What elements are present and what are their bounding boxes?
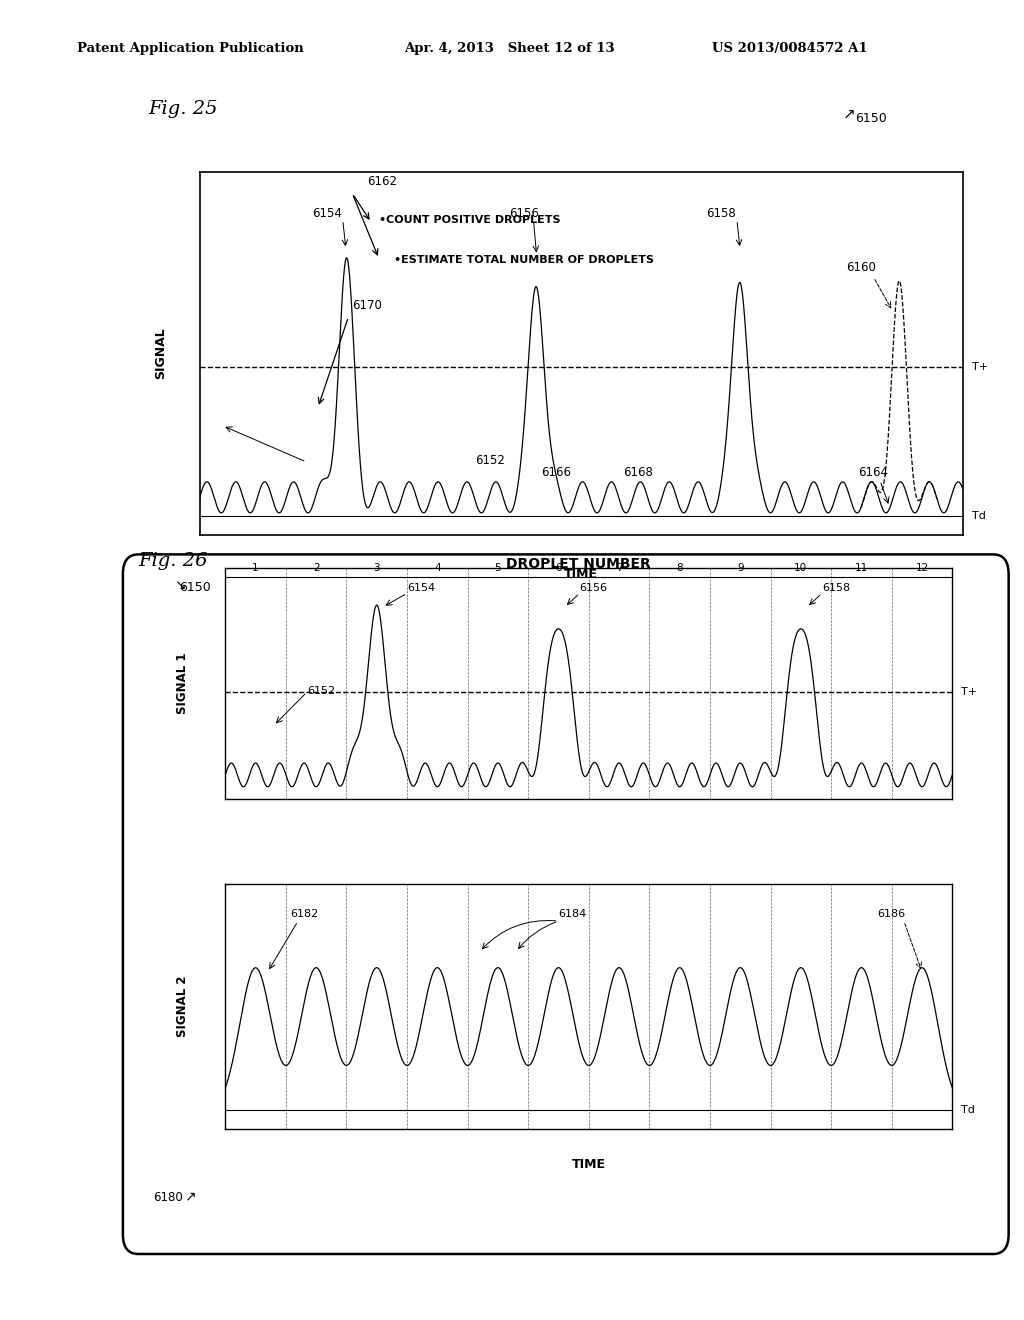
Text: Td: Td <box>972 511 986 521</box>
Text: 10: 10 <box>795 562 807 573</box>
Text: 6156: 6156 <box>509 207 539 219</box>
Text: 5: 5 <box>495 562 501 573</box>
Text: 6158: 6158 <box>822 583 850 593</box>
Text: 6180: 6180 <box>154 1191 183 1204</box>
Text: 6154: 6154 <box>407 583 435 593</box>
Text: $\nearrow$: $\nearrow$ <box>182 1191 197 1205</box>
Text: 6182: 6182 <box>290 909 318 919</box>
Text: 6150: 6150 <box>179 581 211 594</box>
Text: 6: 6 <box>555 562 562 573</box>
Text: 6164: 6164 <box>858 466 888 479</box>
Text: SIGNAL 2: SIGNAL 2 <box>176 975 188 1038</box>
Text: 6152: 6152 <box>307 686 335 696</box>
Text: T+: T+ <box>962 686 978 697</box>
Text: Apr. 4, 2013   Sheet 12 of 13: Apr. 4, 2013 Sheet 12 of 13 <box>404 42 615 55</box>
Text: Fig. 26: Fig. 26 <box>138 552 208 570</box>
Text: 12: 12 <box>915 562 929 573</box>
Text: •COUNT POSITIVE DROPLETS: •COUNT POSITIVE DROPLETS <box>379 215 560 226</box>
Text: 11: 11 <box>855 562 868 573</box>
Text: Td: Td <box>962 1105 975 1115</box>
Text: $\searrow$: $\searrow$ <box>172 578 186 593</box>
Text: $\nearrow$: $\nearrow$ <box>840 107 855 121</box>
Text: 7: 7 <box>615 562 623 573</box>
Text: 6184: 6184 <box>558 909 587 919</box>
Text: T+: T+ <box>972 362 988 372</box>
Text: 6158: 6158 <box>707 207 736 219</box>
Text: 6152: 6152 <box>475 454 505 467</box>
Text: 6156: 6156 <box>580 583 607 593</box>
Text: SIGNAL: SIGNAL <box>155 327 167 379</box>
Text: 3: 3 <box>374 562 380 573</box>
Text: US 2013/0084572 A1: US 2013/0084572 A1 <box>712 42 867 55</box>
Text: 6162: 6162 <box>368 176 397 189</box>
Text: 4: 4 <box>434 562 440 573</box>
Text: Fig. 25: Fig. 25 <box>148 100 218 119</box>
Text: 6168: 6168 <box>624 466 653 479</box>
Text: 2: 2 <box>313 562 319 573</box>
Text: 9: 9 <box>737 562 743 573</box>
Text: TIME: TIME <box>571 1158 606 1171</box>
Text: 6170: 6170 <box>352 298 382 312</box>
Text: TIME: TIME <box>564 568 598 581</box>
Text: 1: 1 <box>252 562 259 573</box>
Text: 6166: 6166 <box>541 466 570 479</box>
Text: 6154: 6154 <box>312 207 342 219</box>
Text: Patent Application Publication: Patent Application Publication <box>77 42 303 55</box>
Text: 8: 8 <box>677 562 683 573</box>
Text: 6160: 6160 <box>846 261 876 275</box>
Text: 6186: 6186 <box>878 909 906 919</box>
Text: •ESTIMATE TOTAL NUMBER OF DROPLETS: •ESTIMATE TOTAL NUMBER OF DROPLETS <box>394 255 654 265</box>
Text: 6150: 6150 <box>855 112 887 125</box>
Text: SIGNAL 1: SIGNAL 1 <box>176 652 188 714</box>
Text: DROPLET NUMBER: DROPLET NUMBER <box>506 557 651 572</box>
